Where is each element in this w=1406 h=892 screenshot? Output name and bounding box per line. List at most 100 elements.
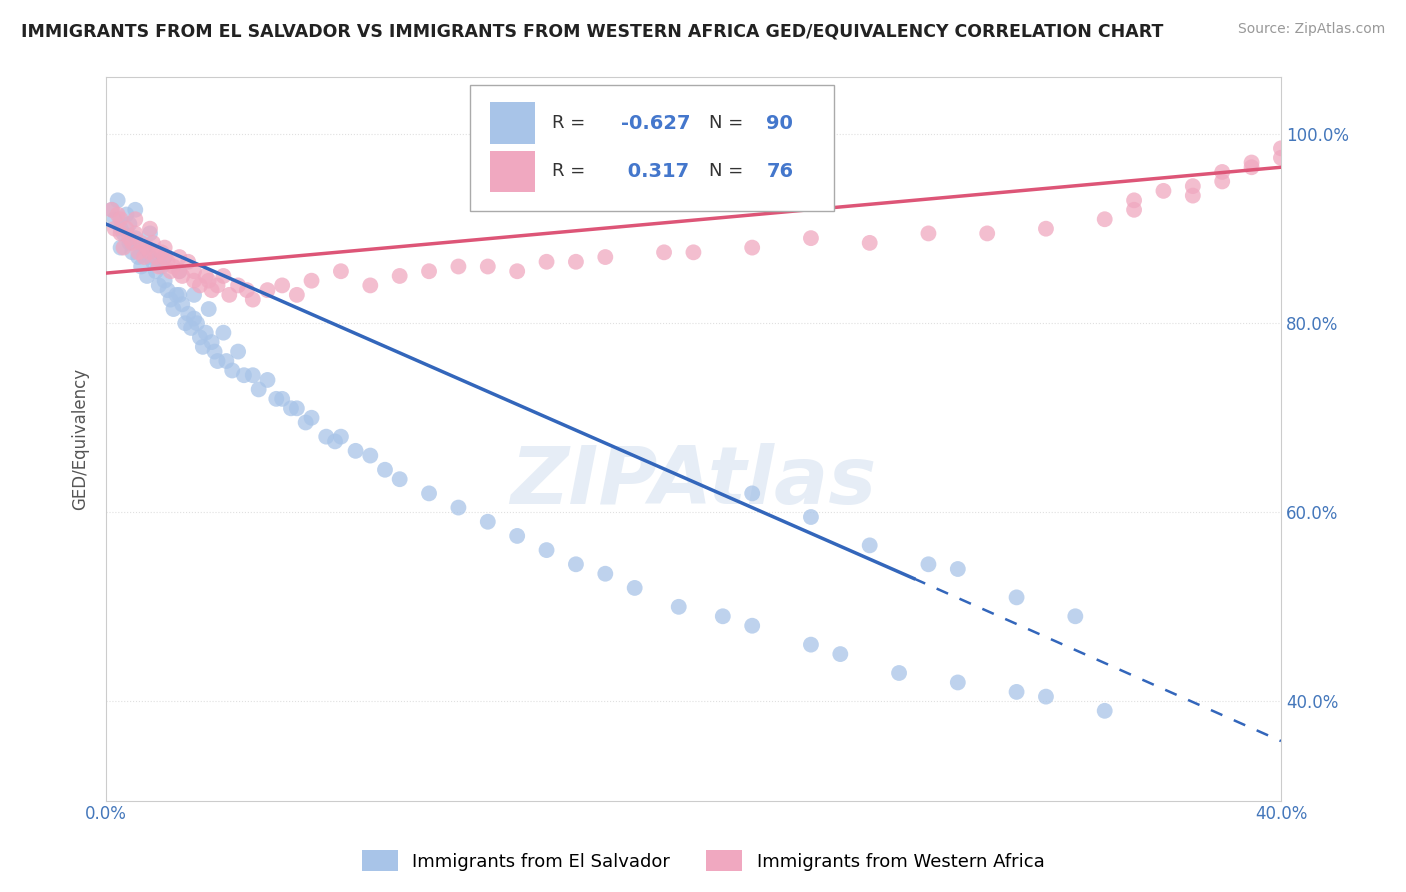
Point xyxy=(280,401,302,416)
Point xyxy=(136,241,159,255)
Point xyxy=(188,330,211,344)
Point xyxy=(127,250,149,264)
Point xyxy=(118,231,141,245)
Point xyxy=(859,235,882,250)
Point xyxy=(1270,141,1292,155)
Point xyxy=(159,264,181,278)
Point xyxy=(127,245,149,260)
Point xyxy=(153,241,176,255)
Point xyxy=(859,538,882,552)
Text: R =: R = xyxy=(553,114,592,132)
Point xyxy=(595,566,617,581)
Point xyxy=(129,260,152,274)
Text: 0.317: 0.317 xyxy=(620,162,689,181)
Point xyxy=(156,283,179,297)
Point xyxy=(682,245,704,260)
FancyBboxPatch shape xyxy=(491,103,534,144)
Point xyxy=(124,212,146,227)
Point xyxy=(183,288,205,302)
Point xyxy=(159,293,181,307)
Point xyxy=(1211,174,1233,188)
Point xyxy=(1152,184,1174,198)
Text: Source: ZipAtlas.com: Source: ZipAtlas.com xyxy=(1237,22,1385,37)
Point xyxy=(172,268,194,283)
Point xyxy=(183,264,205,278)
Point xyxy=(180,321,202,335)
Point xyxy=(946,562,969,576)
Point xyxy=(121,235,143,250)
Point xyxy=(652,245,675,260)
Point xyxy=(741,486,763,500)
Point xyxy=(118,235,141,250)
Point xyxy=(359,278,381,293)
Point xyxy=(104,221,127,235)
Point xyxy=(107,207,129,221)
Point xyxy=(112,227,135,241)
Point xyxy=(110,241,132,255)
Point xyxy=(162,301,184,316)
Point xyxy=(1094,212,1116,227)
Point xyxy=(418,486,440,500)
Point xyxy=(204,344,226,359)
Text: ZIPAtlas: ZIPAtlas xyxy=(510,443,876,522)
Text: N =: N = xyxy=(709,114,749,132)
Point xyxy=(256,373,278,387)
Point xyxy=(477,260,499,274)
Point xyxy=(172,297,194,311)
Point xyxy=(212,326,235,340)
Point xyxy=(153,274,176,288)
Point xyxy=(226,278,249,293)
Point xyxy=(344,443,367,458)
Point xyxy=(221,363,243,377)
Point xyxy=(226,344,249,359)
Point xyxy=(207,278,229,293)
Point xyxy=(150,245,173,260)
Y-axis label: GED/Equivalency: GED/Equivalency xyxy=(72,368,89,510)
Point xyxy=(271,278,294,293)
Point xyxy=(215,354,238,368)
Point xyxy=(301,274,323,288)
Point xyxy=(1211,165,1233,179)
Point xyxy=(741,618,763,632)
Point xyxy=(132,250,155,264)
Point xyxy=(242,368,264,383)
Point xyxy=(169,250,191,264)
Point xyxy=(207,354,229,368)
Point xyxy=(169,288,191,302)
Point xyxy=(323,434,346,449)
Point xyxy=(197,301,219,316)
Point xyxy=(169,264,191,278)
FancyBboxPatch shape xyxy=(491,151,534,192)
Point xyxy=(1240,155,1263,169)
Point xyxy=(388,472,411,486)
Point xyxy=(139,227,162,241)
Point xyxy=(132,241,155,255)
Text: 76: 76 xyxy=(766,162,793,181)
Point xyxy=(101,202,124,217)
Point xyxy=(124,231,146,245)
Point xyxy=(150,260,173,274)
Point xyxy=(1005,685,1028,699)
Point xyxy=(236,283,259,297)
Point xyxy=(800,231,823,245)
Point xyxy=(121,245,143,260)
Point xyxy=(110,227,132,241)
Point xyxy=(142,254,165,268)
Point xyxy=(800,638,823,652)
Point xyxy=(374,463,396,477)
Point xyxy=(256,283,278,297)
Text: R =: R = xyxy=(553,162,592,180)
Point xyxy=(101,202,124,217)
Point xyxy=(148,278,170,293)
Point xyxy=(830,647,852,661)
Point xyxy=(142,235,165,250)
Point xyxy=(301,410,323,425)
Point xyxy=(418,264,440,278)
Point xyxy=(329,264,352,278)
Point xyxy=(1094,704,1116,718)
Point xyxy=(145,264,167,278)
Point xyxy=(212,268,235,283)
Point xyxy=(359,449,381,463)
Point xyxy=(129,235,152,250)
Point xyxy=(668,599,690,614)
